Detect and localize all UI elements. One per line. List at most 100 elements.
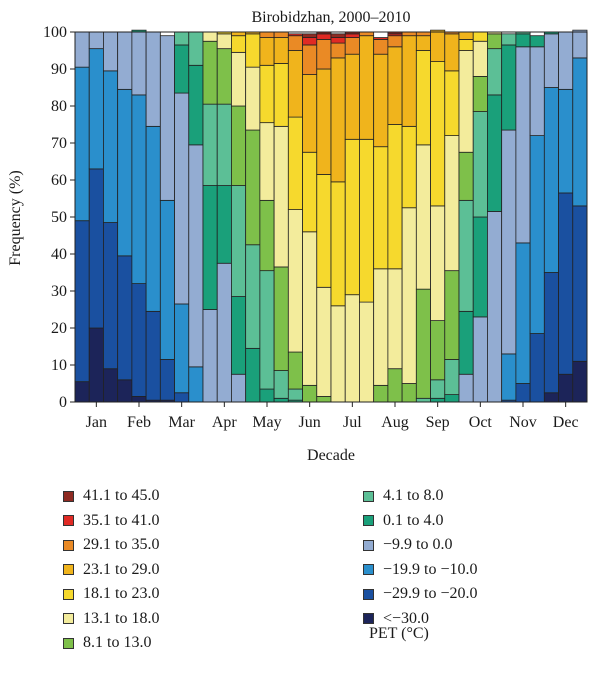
bar-segment-Nov-2-s1 bbox=[515, 383, 531, 403]
bar-segment-Jun-2-s11 bbox=[302, 37, 318, 46]
y-tick-label-100: 100 bbox=[43, 24, 67, 41]
bar-segment-Mar-2-s2 bbox=[174, 303, 190, 394]
bar-segment-May-3-s5 bbox=[273, 370, 289, 399]
bar-segment-Jan-2-s3 bbox=[88, 31, 104, 50]
bar-segment-Jun-2-s12 bbox=[302, 33, 318, 38]
bar-segment-Jul-1-s7 bbox=[330, 305, 346, 403]
bar-segment-Apr-1-s3 bbox=[202, 309, 218, 403]
bar-segment-Mar-3-s5 bbox=[188, 31, 204, 66]
bar-segment-Feb-1-s3 bbox=[117, 31, 133, 90]
bar-segment-Feb-2-s0 bbox=[131, 396, 147, 403]
bar-segment-Apr-3-s6 bbox=[231, 105, 247, 186]
bar-segment-Oct-2-s3 bbox=[472, 316, 488, 403]
bar-segment-Mar-3-s4 bbox=[188, 64, 204, 146]
bar-segment-Nov-3-s4 bbox=[529, 35, 545, 48]
bar-segment-Dec-1-s0 bbox=[543, 392, 559, 403]
bar-segment-Mar-3-s2 bbox=[188, 366, 204, 403]
bar-segment-Apr-3-s3 bbox=[231, 373, 247, 403]
bar-segment-Sep-1-s5 bbox=[415, 397, 431, 403]
bar-segment-Dec-3-s3 bbox=[572, 29, 588, 59]
bar-segment-Jun-2-s6 bbox=[302, 384, 318, 403]
bar-segment-Nov-2-s2 bbox=[515, 242, 531, 384]
bar-segment-Oct-1-s4 bbox=[458, 310, 474, 375]
bar-segment-Feb-1-s0 bbox=[117, 379, 133, 403]
bar-segment-Jan-2-s0 bbox=[88, 327, 104, 403]
bar-segment-Jun-1-s8 bbox=[287, 116, 303, 210]
bar-segment-May-3-s7 bbox=[273, 125, 289, 268]
x-tick-label-Aug: Aug bbox=[381, 414, 409, 431]
bar-segment-Sep-2-s8 bbox=[430, 61, 446, 207]
bar-segment-Apr-3-s9 bbox=[231, 31, 247, 37]
bar-segment-Jan-3-s2 bbox=[103, 70, 119, 223]
bar-segment-May-2-s5 bbox=[259, 270, 275, 390]
bar-segment-Jul-2-s10 bbox=[344, 37, 360, 55]
bar-segment-Jun-1-s9 bbox=[287, 50, 303, 118]
bar-segment-Feb-3-s3 bbox=[145, 31, 161, 127]
y-tick-label-0: 0 bbox=[59, 394, 67, 411]
bar-segment-Sep-1-s10 bbox=[415, 31, 431, 37]
bar-segment-Aug-2-s9 bbox=[387, 46, 403, 125]
bar-segment-Feb-2-s1 bbox=[131, 283, 147, 397]
bar-segment-Feb-2-s2 bbox=[131, 94, 147, 284]
bar-segment-May-2-s7 bbox=[259, 122, 275, 201]
y-tick-label-90: 90 bbox=[51, 61, 67, 78]
chart-title: Birobidzhan, 2000–2010 bbox=[251, 9, 410, 26]
x-tick-label-Sep: Sep bbox=[426, 414, 450, 431]
y-axis-label: Frequency (%) bbox=[7, 170, 24, 266]
bar-segment-Aug-2-s7 bbox=[387, 268, 403, 370]
bar-segment-Oct-1-s8 bbox=[458, 39, 474, 51]
bar-segment-May-3-s10 bbox=[273, 31, 289, 38]
bar-segment-Jun-3-s6 bbox=[316, 396, 332, 403]
bar-segment-Oct-1-s6 bbox=[458, 151, 474, 201]
bar-segment-Jan-3-s1 bbox=[103, 222, 119, 370]
bar-segment-Jan-1-s1 bbox=[74, 220, 90, 383]
bar-segment-Dec-1-s2 bbox=[543, 87, 559, 273]
bar-segment-Apr-2-s4 bbox=[216, 185, 232, 264]
bar-segment-Mar-2-s3 bbox=[174, 92, 190, 305]
bar-segment-May-2-s4 bbox=[259, 388, 275, 403]
bar-segment-May-2-s9 bbox=[259, 37, 275, 66]
bar-segment-Oct-2-s4 bbox=[472, 216, 488, 318]
bar-segment-Apr-3-s4 bbox=[231, 296, 247, 375]
bar-segment-Oct-3-s6 bbox=[487, 33, 503, 50]
bar-segment-Apr-2-s5 bbox=[216, 103, 232, 186]
bar-segment-Dec-3-s1 bbox=[572, 205, 588, 362]
y-tick-label-70: 70 bbox=[51, 135, 67, 152]
bar-segment-Sep-2-s6 bbox=[430, 320, 446, 381]
bar-segment-Jan-2-s1 bbox=[88, 168, 104, 329]
bar-segment-Nov-3-s3 bbox=[529, 46, 545, 137]
bar-segment-Dec-2-s3 bbox=[558, 31, 574, 90]
bar-segment-Oct-3-s4 bbox=[487, 94, 503, 212]
x-tick-label-Apr: Apr bbox=[212, 414, 238, 431]
bar-segment-Aug-2-s6 bbox=[387, 368, 403, 403]
bar-segment-Jan-3-s0 bbox=[103, 368, 119, 403]
bar-segment-Feb-1-s1 bbox=[117, 255, 133, 381]
bar-segment-Jan-1-s2 bbox=[74, 66, 90, 222]
bar-segment-Jun-2-s7 bbox=[302, 231, 318, 386]
bar-segment-Aug-1-s10 bbox=[373, 39, 389, 55]
bar-segment-Feb-3-s1 bbox=[145, 310, 161, 401]
bar-segment-Jun-3-s8 bbox=[316, 174, 332, 288]
bar-segment-Jul-2-s7 bbox=[344, 294, 360, 403]
bar-segment-Sep-2-s5 bbox=[430, 379, 446, 399]
bar-segment-Mar-3-s3 bbox=[188, 144, 204, 368]
bars-layer bbox=[74, 29, 588, 403]
bar-segment-Sep-3-s5 bbox=[444, 359, 460, 396]
bar-segment-May-2-s6 bbox=[259, 199, 275, 272]
bar-segment-Nov-3-s1 bbox=[529, 333, 545, 403]
bar-segment-Apr-1-s7 bbox=[202, 31, 218, 42]
bar-segment-Jun-1-s10 bbox=[287, 35, 303, 51]
bar-segment-Aug-3-s8 bbox=[401, 125, 417, 209]
bar-segment-Feb-1-s2 bbox=[117, 88, 133, 257]
bar-segment-Dec-3-s2 bbox=[572, 57, 588, 207]
bar-segment-Oct-3-s3 bbox=[487, 211, 503, 403]
bar-segment-Oct-3-s5 bbox=[487, 48, 503, 96]
bar-segment-Apr-3-s8 bbox=[231, 35, 247, 53]
x-tick-label-Jan: Jan bbox=[86, 414, 107, 431]
bar-segment-Jul-2-s9 bbox=[344, 53, 360, 140]
bar-segment-Apr-1-s6 bbox=[202, 40, 218, 105]
bar-segment-Jun-2-s9 bbox=[302, 74, 318, 153]
bar-segment-Jul-3-s8 bbox=[359, 138, 375, 303]
bar-segment-Aug-1-s11 bbox=[373, 37, 389, 40]
bar-segment-Jan-3-s3 bbox=[103, 31, 119, 72]
